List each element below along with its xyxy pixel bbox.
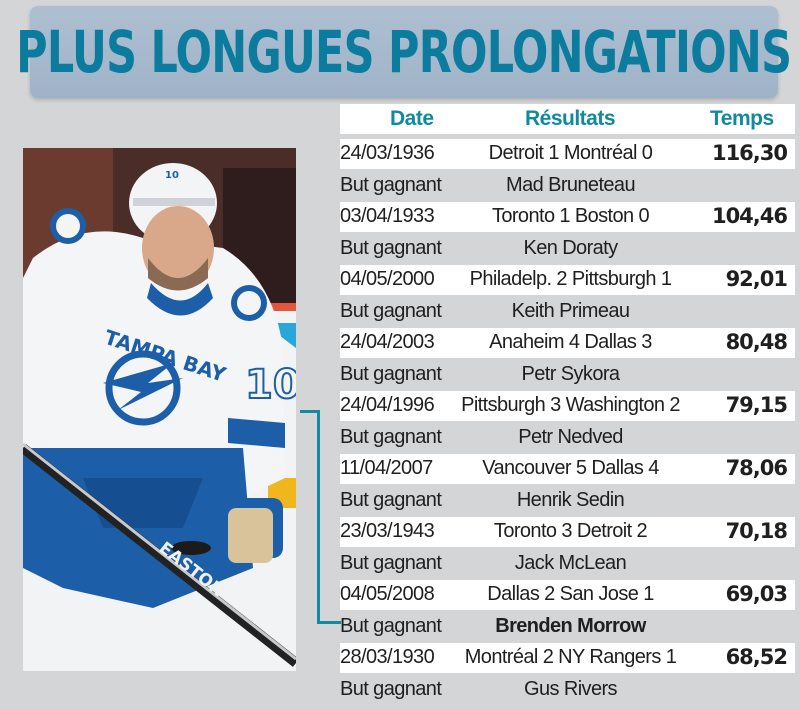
scorer-name: Gus Rivers (524, 678, 618, 700)
row-date: 28/03/1930 (340, 646, 435, 668)
scorer-label: But gagnant (340, 552, 442, 574)
row-result: Anaheim 4 Dallas 3 (489, 331, 652, 353)
table-row: 24/04/2003 Anaheim 4 Dallas 3 80,48 But ga… (340, 328, 795, 391)
scorer-label: But gagnant (340, 615, 442, 637)
highlight-bracket-top (300, 410, 320, 413)
scorer-name: Keith Primeau (511, 300, 630, 322)
scorer-label: But gagnant (340, 300, 442, 322)
scorer-name: Jack McLean (514, 552, 627, 574)
scorer-name: Petr Nedved (518, 426, 623, 448)
table-row: 23/03/1943 Toronto 3 Detroit 2 70,18 But g… (340, 517, 795, 580)
row-date: 03/04/1933 (340, 205, 435, 227)
highlight-bracket (317, 410, 320, 624)
row-result: Dallas 2 San Jose 1 (487, 583, 654, 605)
row-date: 24/04/2003 (340, 331, 435, 353)
scorer-label: But gagnant (340, 678, 442, 700)
scorer-label: But gagnant (340, 363, 442, 385)
table-header: Date Résultats Temps (340, 104, 795, 134)
table-row: 03/04/1933 Toronto 1 Boston 0 104,46 But g… (340, 202, 795, 265)
scorer-label: But gagnant (340, 237, 442, 259)
row-result: Philadelp. 2 Pittsburgh 1 (469, 268, 672, 290)
highlight-bracket-bottom (317, 621, 341, 624)
table-row-highlighted: 04/05/2008 Dallas 2 San Jose 1 69,03 But g… (340, 580, 795, 643)
row-time: 79,15 (725, 393, 788, 417)
scorer-name: Henrik Sedin (516, 489, 625, 511)
header-date: Date (390, 107, 434, 130)
table-row: 24/03/1936 Detroit 1 Montréal 0 116,30 But… (340, 139, 795, 202)
scorer-name: Mad Bruneteau (506, 174, 636, 196)
row-date: 23/03/1943 (340, 520, 435, 542)
scorer-name: Petr Sykora (521, 363, 620, 385)
row-date: 11/04/2007 (340, 457, 433, 479)
player-photo: 10 TAMPA BAY 10 EASTON (23, 148, 296, 671)
row-date: 24/03/1936 (340, 142, 435, 164)
row-time: 78,06 (725, 456, 788, 480)
row-date: 04/05/2000 (340, 268, 435, 290)
row-time: 104,46 (711, 204, 788, 228)
scorer-label: But gagnant (340, 426, 442, 448)
row-time: 92,01 (725, 267, 788, 291)
row-time: 80,48 (725, 330, 788, 354)
scorer-name: Ken Doraty (523, 237, 618, 259)
title-banner: PLUS LONGUES PROLONGATIONS (16, 6, 792, 98)
row-result: Toronto 1 Boston 0 (491, 205, 650, 227)
row-result: Detroit 1 Montréal 0 (488, 142, 653, 164)
table-row: 04/05/2000 Philadelp. 2 Pittsburgh 1 92,01… (340, 265, 795, 328)
table-row: 11/04/2007 Vancouver 5 Dallas 4 78,06 But … (340, 454, 795, 517)
table-row: 24/04/1996 Pittsburgh 3 Washington 2 79,15… (340, 391, 795, 454)
header-time: Temps (710, 107, 774, 130)
table-row: 28/03/1930 Montréal 2 NY Rangers 1 68,52 B… (340, 643, 795, 706)
scorer-name-highlighted: Brenden Morrow (495, 615, 646, 637)
row-time: 68,52 (725, 645, 788, 669)
row-result: Toronto 3 Detroit 2 (493, 520, 648, 542)
header-result: Résultats (525, 107, 616, 130)
row-result: Montréal 2 NY Rangers 1 (464, 646, 677, 668)
overtime-table: Date Résultats Temps 24/03/1936 Detroit 1… (340, 104, 795, 706)
row-time: 116,30 (711, 141, 788, 165)
row-result: Vancouver 5 Dallas 4 (482, 457, 659, 479)
svg-text:10: 10 (165, 170, 179, 181)
scorer-label: But gagnant (340, 174, 442, 196)
scorer-label: But gagnant (340, 489, 442, 511)
page-title: PLUS LONGUES PROLONGATIONS (16, 18, 792, 86)
row-date: 24/04/1996 (340, 394, 435, 416)
row-result: Pittsburgh 3 Washington 2 (461, 394, 680, 416)
row-time: 70,18 (725, 519, 788, 543)
svg-text:10: 10 (245, 362, 296, 408)
row-time: 69,03 (725, 582, 788, 606)
row-date: 04/05/2008 (340, 583, 435, 605)
hockey-player-illustration: 10 TAMPA BAY 10 EASTON (23, 148, 296, 671)
